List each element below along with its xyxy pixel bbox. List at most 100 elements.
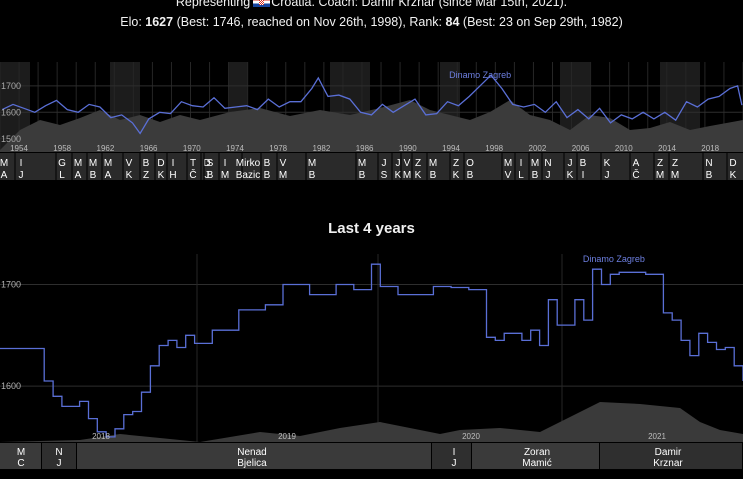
coach-label: M	[89, 158, 97, 169]
coach-label: K	[567, 170, 574, 181]
x-tick-label: 1998	[485, 144, 503, 153]
coach-strip	[0, 153, 743, 180]
coach-label: K	[158, 170, 165, 181]
coach-label: S	[207, 158, 214, 169]
coach-label: Z	[143, 170, 149, 181]
coach-label: J	[568, 158, 573, 169]
coach-label: D	[729, 158, 736, 169]
coach-label: K	[604, 158, 611, 169]
elo-best-text: (Best: 1746, reached on Nov 26th, 1998),…	[176, 15, 443, 29]
coach-label: I	[520, 158, 523, 169]
coach-label: Zoran	[524, 447, 550, 458]
x-tick-label: 2018	[92, 432, 110, 441]
coach-label: K	[453, 170, 460, 181]
coach-label: Z	[453, 158, 459, 169]
x-tick-label: 2014	[658, 144, 676, 153]
coach-segment	[472, 443, 599, 469]
ranking-area	[0, 402, 743, 442]
x-tick-label: 2006	[572, 144, 590, 153]
elo-label: Elo:	[120, 15, 142, 29]
coach-label: I	[582, 170, 585, 181]
coach-label: Mirko	[236, 158, 261, 169]
coach-label: Z	[657, 158, 663, 169]
coach-label: M	[17, 447, 25, 458]
coach-label: B	[143, 158, 150, 169]
coach-label: D	[157, 158, 164, 169]
coach-label: K	[395, 170, 402, 181]
coach-label: J	[546, 170, 551, 181]
coach-label: J	[57, 458, 62, 469]
coach-label: Č	[189, 168, 196, 181]
coach-label: I	[453, 447, 456, 458]
coach-segment	[42, 443, 76, 469]
coach-label: I	[20, 158, 23, 169]
y-tick-label: 1700	[1, 279, 21, 289]
coach-label: M	[671, 170, 679, 181]
y-tick-label: 1600	[1, 381, 21, 391]
coach-label: Z	[672, 158, 678, 169]
coach-label: J	[382, 158, 387, 169]
y-tick-label: 1600	[1, 107, 21, 117]
elo-value: 1627	[145, 15, 174, 29]
ranking-area	[0, 100, 743, 152]
recent-elo-chart: 1700 1600 2018 2019 2020 2021 Dinamo Zagreb M…	[0, 254, 743, 469]
coach-label: L	[518, 170, 524, 181]
coach-label: B	[90, 170, 97, 181]
coach-label: Bazic	[236, 170, 260, 181]
coach-label: G	[58, 158, 66, 169]
section-title: Last 4 years	[328, 220, 415, 237]
x-tick-label: 1982	[313, 144, 331, 153]
coach-label: B	[309, 170, 316, 181]
coach-label: M	[429, 158, 437, 169]
coach-label: L	[59, 170, 65, 181]
coach-label: N	[544, 158, 551, 169]
coach-label: A	[105, 170, 112, 181]
team-coach-text: Croatia. Coach: Damir Krznar (since Mar …	[271, 0, 568, 9]
x-tick-label: 2018	[701, 144, 719, 153]
coach-label: O	[466, 158, 474, 169]
coach-segment	[0, 443, 41, 469]
x-tick-label: 2021	[648, 432, 666, 441]
coach-label: Č	[632, 168, 639, 181]
representing-label: Representing	[175, 0, 251, 9]
coach-label: Mamić	[522, 458, 551, 469]
x-tick-label: 1954	[10, 144, 28, 153]
x-tick-label: 2002	[529, 144, 547, 153]
coach-label: J	[452, 458, 457, 469]
coach-label: V	[126, 158, 133, 169]
elo-series-line	[0, 263, 743, 438]
x-tick-label: 2020	[462, 432, 480, 441]
coach-label: A	[633, 158, 640, 169]
x-tick-label: 2019	[278, 432, 296, 441]
coach-label: V	[404, 158, 411, 169]
coach-label: N	[55, 447, 62, 458]
croatia-flag-icon	[253, 0, 271, 7]
coach-label: B	[467, 170, 474, 181]
x-tick-label: 1966	[140, 144, 158, 153]
coach-label: Nenad	[237, 447, 266, 458]
coach-label: K	[415, 170, 422, 181]
coach-label: Damir	[655, 447, 682, 458]
x-tick-label: 2010	[615, 144, 633, 153]
coach-label: B	[430, 170, 437, 181]
coach-label: K	[126, 170, 133, 181]
coach-label: M	[504, 158, 512, 169]
coach-label: V	[280, 158, 287, 169]
coach-label: T	[190, 158, 196, 169]
coach-label: C	[17, 458, 24, 469]
coach-label: B	[532, 170, 539, 181]
coach-label: A	[75, 170, 82, 181]
coach-label: M	[358, 158, 366, 169]
coach-label: S	[381, 170, 388, 181]
coach-segment	[432, 443, 471, 469]
coach-label: B	[264, 158, 271, 169]
coach-label: M	[656, 170, 664, 181]
coach-label: Bjelica	[237, 458, 267, 469]
coach-label: M	[308, 158, 316, 169]
x-tick-label: 1962	[97, 144, 115, 153]
x-tick-label: 1958	[53, 144, 71, 153]
elo-series-line	[1, 74, 743, 135]
coach-label: J	[19, 170, 24, 181]
coach-label: M	[0, 158, 8, 169]
coach-label: M	[74, 158, 82, 169]
